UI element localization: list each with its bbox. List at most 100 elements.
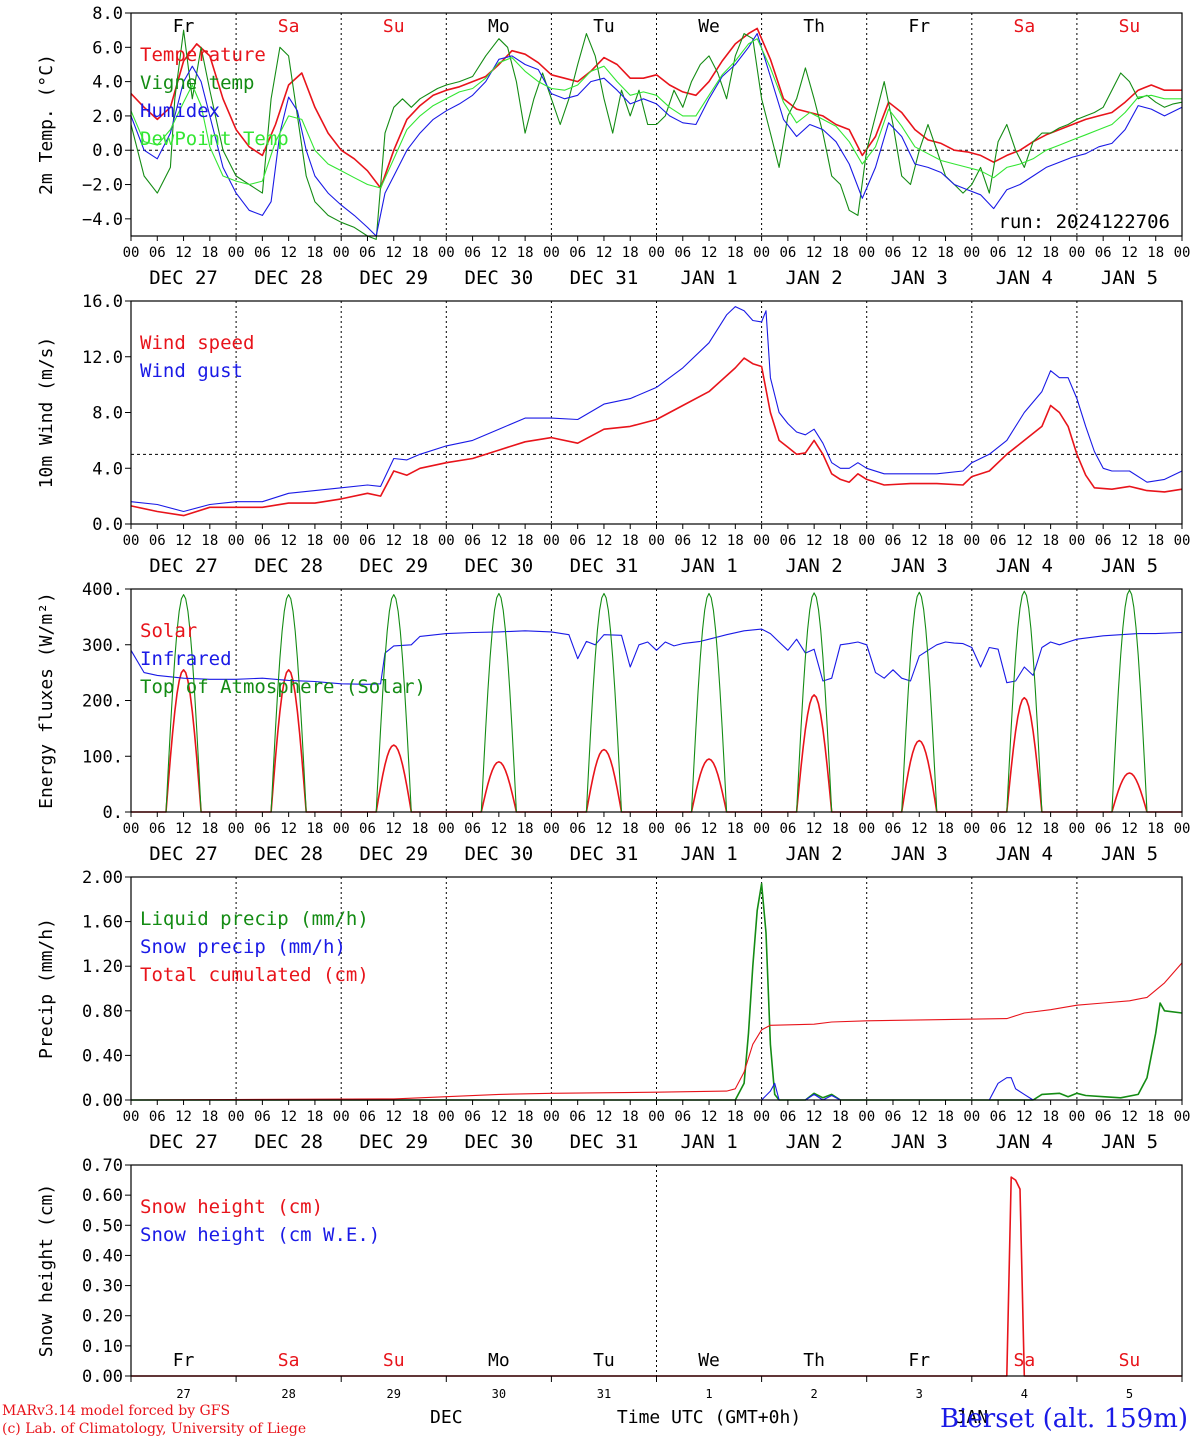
x-tick-label: 12 <box>911 821 928 837</box>
x-tick-label: 00 <box>438 245 455 261</box>
date-label: JAN 4 <box>996 1131 1053 1153</box>
x-tick-label: 18 <box>1042 533 1059 549</box>
x-tick-label: 12 <box>806 533 823 549</box>
x-tick-label: 06 <box>254 1109 271 1125</box>
x-tick-label: 18 <box>517 533 534 549</box>
x-tick-label: 12 <box>175 821 192 837</box>
x-tick-label: 18 <box>1147 533 1164 549</box>
x-tick-label: 12 <box>1016 1109 1033 1125</box>
x-tick-label: 06 <box>149 1109 166 1125</box>
x-tick-label: 18 <box>201 1109 218 1125</box>
weekday-label: Sa <box>1014 1350 1036 1371</box>
y-tick-label: 0.40 <box>82 1246 123 1266</box>
x-tick-label: 00 <box>963 533 980 549</box>
x-tick-label: 12 <box>490 1109 507 1125</box>
x-tick-label: 00 <box>228 1109 245 1125</box>
x-tick-label: 06 <box>1095 821 1112 837</box>
legend-entry: Wind gust <box>140 360 243 382</box>
x-tick-label: 06 <box>1095 1109 1112 1125</box>
y-tick-label: 12.0 <box>82 348 123 368</box>
x-tick-label: 06 <box>990 1109 1007 1125</box>
date-label: JAN 2 <box>786 843 843 865</box>
series-line-green <box>130 29 1183 240</box>
x-tick-label: 00 <box>543 1109 560 1125</box>
date-label: DEC 27 <box>149 267 218 289</box>
date-label: DEC 28 <box>254 1131 323 1153</box>
run-label: run: 2024122706 <box>998 211 1170 233</box>
y-tick-label: 0.00 <box>82 1367 123 1387</box>
day-number-label: 30 <box>492 1387 506 1401</box>
date-label: JAN 5 <box>1101 843 1158 865</box>
x-tick-label: 12 <box>596 821 613 837</box>
x-tick-label: 18 <box>622 1109 639 1125</box>
y-tick-label: 4.0 <box>92 459 123 479</box>
date-label: JAN 3 <box>891 555 948 577</box>
panel-precip: 0.00 0.40 0.80 1.20 1.60 2.00 Precip (mm/h) Liq… <box>36 868 1190 1153</box>
x-tick-label: 18 <box>201 245 218 261</box>
date-label: DEC 29 <box>359 1131 428 1153</box>
x-tick-label: 12 <box>806 821 823 837</box>
x-tick-label: 06 <box>464 533 481 549</box>
weekday-label: Su <box>1119 1350 1141 1371</box>
weekday-label: Su <box>1119 16 1141 37</box>
x-tick-label: 06 <box>359 1109 376 1125</box>
weekday-label: Su <box>383 1350 405 1371</box>
y-tick-label: 16.0 <box>82 292 123 312</box>
date-label: JAN 3 <box>891 1131 948 1153</box>
x-tick-label: 00 <box>438 821 455 837</box>
legend-entry: Vigne temp <box>140 72 254 94</box>
date-label: DEC 31 <box>570 1131 639 1153</box>
x-tick-label: 00 <box>333 821 350 837</box>
legend-entry: Humidex <box>140 100 220 122</box>
day-number-label: 5 <box>1126 1387 1133 1401</box>
x-tick-label: 12 <box>175 1109 192 1125</box>
x-tick-label: 00 <box>1068 245 1085 261</box>
x-tick-label: 06 <box>359 245 376 261</box>
weekday-label: Th <box>803 16 825 37</box>
x-tick-label: 12 <box>280 1109 297 1125</box>
x-tick-label: 00 <box>963 245 980 261</box>
date-label: DEC 29 <box>359 843 428 865</box>
panel-snow: 0.00 0.10 0.20 0.30 0.40 0.50 0.60 0.70 Snow hei… <box>36 1156 1183 1428</box>
x-tick-label: 00 <box>438 1109 455 1125</box>
x-tick-label: 18 <box>517 1109 534 1125</box>
y-tick-label: 4.0 <box>92 73 123 93</box>
date-label: DEC 27 <box>149 843 218 865</box>
day-number-label: 27 <box>176 1387 190 1401</box>
date-label: JAN 2 <box>786 555 843 577</box>
date-label: DEC 29 <box>359 555 428 577</box>
x-tick-label: 00 <box>858 1109 875 1125</box>
x-tick-label: 12 <box>1121 821 1138 837</box>
x-tick-label: 12 <box>1121 245 1138 261</box>
y-tick-label: 1.20 <box>82 957 123 977</box>
y-tick-label: −2.0 <box>82 176 123 196</box>
weekday-label: Fr <box>173 1350 195 1371</box>
legend-entry: Snow height (cm W.E.) <box>140 1224 380 1246</box>
x-tick-label: 12 <box>280 245 297 261</box>
date-label: DEC 30 <box>465 1131 534 1153</box>
date-label: JAN 5 <box>1101 1131 1158 1153</box>
x-tick-label: 18 <box>832 533 849 549</box>
x-tick-label: 00 <box>1174 1109 1191 1125</box>
x-tick-label: 12 <box>385 821 402 837</box>
x-tick-label: 00 <box>228 821 245 837</box>
date-label: DEC 31 <box>570 267 639 289</box>
y-tick-label: 100. <box>82 747 123 767</box>
x-tick-label: 00 <box>123 1109 140 1125</box>
day-number-label: 1 <box>705 1387 712 1401</box>
x-tick-label: 06 <box>149 821 166 837</box>
x-tick-label: 06 <box>885 1109 902 1125</box>
y-axis-label: 10m Wind (m/s) <box>36 337 57 489</box>
x-tick-label: 00 <box>333 533 350 549</box>
x-tick-label: 18 <box>1042 1109 1059 1125</box>
x-tick-label: 06 <box>569 245 586 261</box>
weekday-label: We <box>698 1350 720 1371</box>
footer: MARv3.14 model forced by GFS (c) Lab. of… <box>2 1403 1188 1437</box>
x-tick-label: 06 <box>990 533 1007 549</box>
x-tick-label: 18 <box>1147 245 1164 261</box>
x-tick-label: 06 <box>779 533 796 549</box>
x-tick-label: 12 <box>280 533 297 549</box>
y-tick-label: 0.50 <box>82 1216 123 1236</box>
x-tick-label: 06 <box>779 821 796 837</box>
weekday-label: Mo <box>488 16 510 37</box>
